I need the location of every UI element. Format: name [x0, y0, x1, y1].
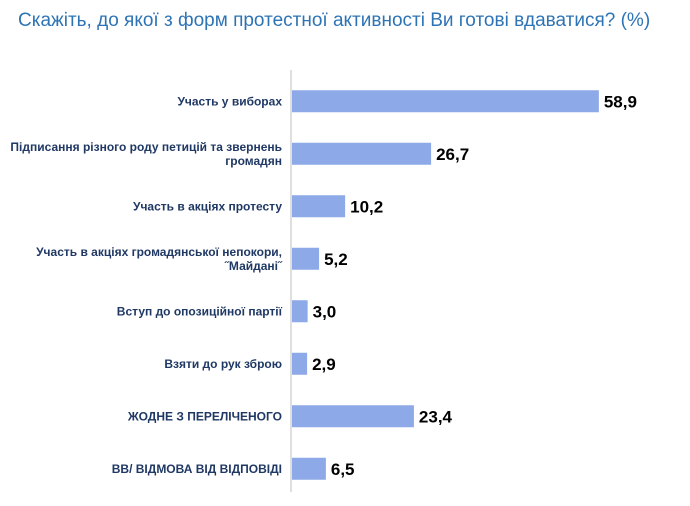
- value-label-4: 5,2: [324, 250, 348, 269]
- category-label-1: Участь у виборах: [177, 94, 282, 108]
- category-label-line: громадян: [225, 154, 282, 168]
- bar-1: [292, 90, 599, 113]
- category-label-7: ЖОДНЕ З ПЕРЕЛІЧЕНОГО: [127, 409, 282, 423]
- category-label-line: ˝Майдані˝: [224, 259, 283, 273]
- category-label-8: ВВ/ ВІДМОВА ВІД ВІДПОВІДІ: [112, 462, 282, 476]
- value-label-5: 3,0: [313, 302, 337, 321]
- category-label-line: Участь у виборах: [177, 94, 282, 108]
- category-label-line: Участь в акціях протесту: [133, 199, 282, 213]
- value-label-2: 26,7: [436, 145, 469, 164]
- value-label-1: 58,9: [604, 92, 637, 111]
- bar-4: [292, 247, 320, 270]
- bar-2: [292, 142, 432, 165]
- category-label-line: ВВ/ ВІДМОВА ВІД ВІДПОВІДІ: [112, 462, 282, 476]
- category-label-2: Підписання різного роду петицій та зверн…: [10, 140, 282, 168]
- category-label-3: Участь в акціях протесту: [133, 199, 282, 213]
- value-label-6: 2,9: [312, 355, 336, 374]
- category-label-line: Підписання різного роду петицій та зверн…: [10, 140, 282, 154]
- category-label-line: ЖОДНЕ З ПЕРЕЛІЧЕНОГО: [127, 409, 282, 423]
- value-label-8: 6,5: [331, 460, 355, 479]
- chart-title: Скажіть, до якої з форм протестної актив…: [18, 10, 651, 31]
- category-label-5: Вступ до опозиційної партії: [117, 304, 283, 318]
- category-label-4: Участь в акціях громадянської непокори, ˝…: [36, 245, 283, 273]
- category-label-line: Участь в акціях громадянської непокори,: [36, 245, 282, 259]
- category-label-line: Взяти до рук зброю: [164, 357, 282, 371]
- category-label-line: Вступ до опозиційної партії: [117, 304, 283, 318]
- category-label-6: Взяти до рук зброю: [164, 357, 282, 371]
- bar-6: [292, 352, 308, 375]
- bars-group: 58,9 Участь у виборах 26,7 Підписання різно…: [10, 90, 637, 480]
- value-label-3: 10,2: [350, 197, 383, 216]
- bar-7: [292, 405, 414, 428]
- bar-8: [292, 457, 326, 480]
- value-label-7: 23,4: [419, 407, 453, 426]
- bar-5: [292, 300, 308, 323]
- bar-3: [292, 195, 346, 218]
